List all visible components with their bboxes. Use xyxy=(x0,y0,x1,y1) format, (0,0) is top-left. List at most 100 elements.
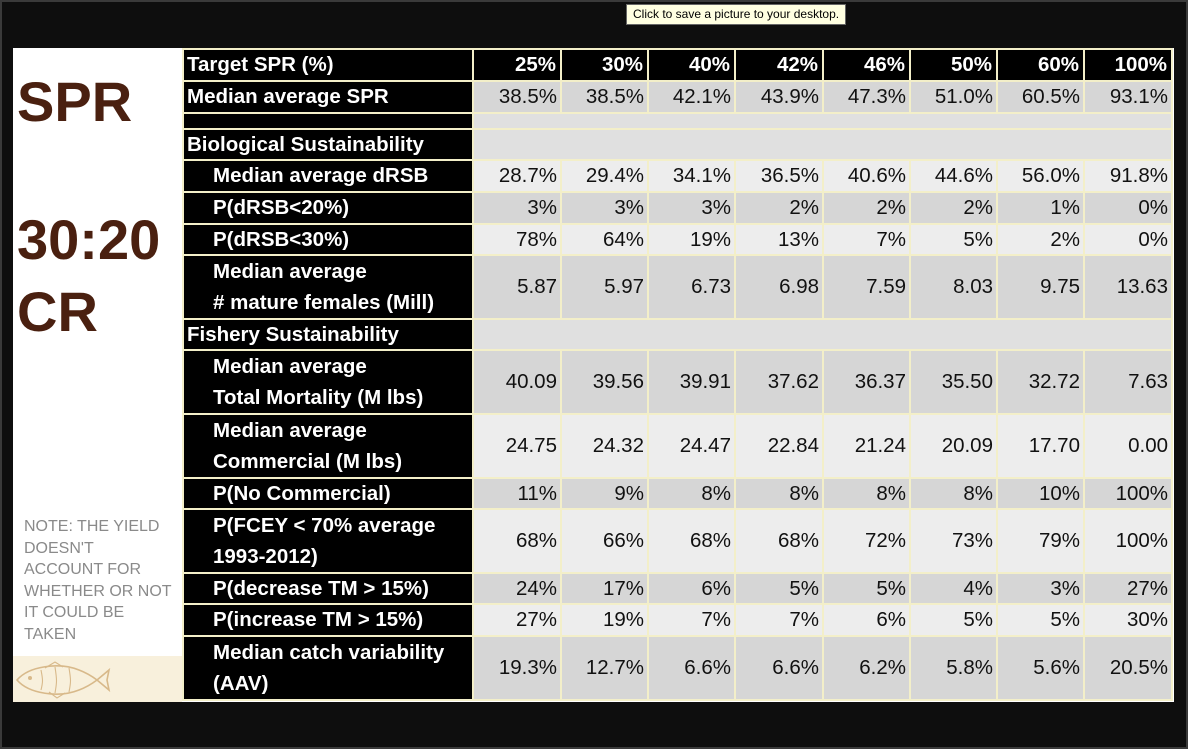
table-cell: 72% xyxy=(822,508,911,574)
table-cell: 3% xyxy=(996,572,1085,605)
table-cell: 68% xyxy=(647,508,736,574)
table-cell: 9% xyxy=(560,477,649,510)
table-cell: 35.50 xyxy=(909,349,998,415)
table-cell: 6.73 xyxy=(647,254,736,320)
table-cell: 2% xyxy=(734,191,824,225)
table-cell: 42.1% xyxy=(647,80,736,114)
table-cell: 5.6% xyxy=(996,635,1085,701)
table-cell: 68% xyxy=(734,508,824,574)
table-cell: 2% xyxy=(996,223,1085,256)
table-cell: 5% xyxy=(996,603,1085,637)
table-cell: 7% xyxy=(822,223,911,256)
table-cell: 38.5% xyxy=(560,80,649,114)
table-cell: 7.63 xyxy=(1083,349,1173,415)
table-cell: 29.4% xyxy=(560,159,649,193)
table-cell: 5.8% xyxy=(909,635,998,701)
table-cell: 40.6% xyxy=(822,159,911,193)
row-label: P(dRSB<30%) xyxy=(182,223,474,256)
table-cell: 93.1% xyxy=(1083,80,1173,114)
table-cell: 6.98 xyxy=(734,254,824,320)
table-row: Median average SPR 38.5% 38.5% 42.1% 43.… xyxy=(182,80,1173,114)
row-label: Median average SPR xyxy=(182,80,474,114)
row-label: Median catch variability (AAV) xyxy=(182,635,474,701)
table-cell: 37.62 xyxy=(734,349,824,415)
target-header: 42% xyxy=(734,48,824,82)
table-cell: 7.59 xyxy=(822,254,911,320)
logo-band xyxy=(13,656,182,702)
row-label: P(decrease TM > 15%) xyxy=(182,572,474,605)
spacer-label xyxy=(182,112,474,130)
table-cell: 3% xyxy=(472,191,562,225)
table-cell: 73% xyxy=(909,508,998,574)
target-spr-label: Target SPR (%) xyxy=(182,48,474,82)
target-header: 46% xyxy=(822,48,911,82)
table-cell: 0.00 xyxy=(1083,413,1173,479)
table-row: Median average dRSB 28.7% 29.4% 34.1% 36… xyxy=(182,159,1173,193)
table-cell: 40.09 xyxy=(472,349,562,415)
table-header-row: Target SPR (%) 25% 30% 40% 42% 46% 50% 6… xyxy=(182,48,1173,82)
row-label-line1: Median average xyxy=(213,355,367,378)
ratio-heading: 30:20 xyxy=(17,208,161,271)
table-cell: 6.2% xyxy=(822,635,911,701)
table-row: Median average Total Mortality (M lbs) 40… xyxy=(182,349,1173,415)
row-label: P(FCEY < 70% average 1993-2012) xyxy=(182,508,474,574)
table-cell: 30% xyxy=(1083,603,1173,637)
table-cell: 2% xyxy=(822,191,911,225)
table-row: P(decrease TM > 15%) 24% 17% 6% 5% 5% 4%… xyxy=(182,572,1173,605)
table-cell: 13.63 xyxy=(1083,254,1173,320)
table-cell: 60.5% xyxy=(996,80,1085,114)
table-cell: 27% xyxy=(1083,572,1173,605)
table-cell: 5% xyxy=(909,223,998,256)
cr-heading: CR xyxy=(17,280,98,343)
table-cell: 22.84 xyxy=(734,413,824,479)
row-label-line2: 1993-2012) xyxy=(213,545,318,568)
row-label-line1: Median catch variability xyxy=(213,641,445,664)
spr-results-table: Target SPR (%) 25% 30% 40% 42% 46% 50% 6… xyxy=(182,48,1173,701)
table-cell: 3% xyxy=(647,191,736,225)
table-cell: 24.47 xyxy=(647,413,736,479)
table-cell: 36.37 xyxy=(822,349,911,415)
table-cell: 78% xyxy=(472,223,562,256)
slide: SPR 30:20 CR NOTE: THE YIELD DOESN'T ACC… xyxy=(13,48,1174,702)
table-cell: 91.8% xyxy=(1083,159,1173,193)
table-cell: 20.09 xyxy=(909,413,998,479)
table-cell: 0% xyxy=(1083,223,1173,256)
table-cell: 19.3% xyxy=(472,635,562,701)
table-cell: 28.7% xyxy=(472,159,562,193)
target-header: 25% xyxy=(472,48,562,82)
table-cell: 56.0% xyxy=(996,159,1085,193)
table-row: P(FCEY < 70% average 1993-2012) 68% 66% 6… xyxy=(182,508,1173,574)
section-row: Fishery Sustainability xyxy=(182,318,1173,351)
target-header: 40% xyxy=(647,48,736,82)
row-label: Median average Commercial (M lbs) xyxy=(182,413,474,479)
table-cell: 24% xyxy=(472,572,562,605)
table-cell: 7% xyxy=(734,603,824,637)
row-label-line1: Median average xyxy=(213,260,367,283)
table-cell: 5% xyxy=(822,572,911,605)
table-cell: 5.87 xyxy=(472,254,562,320)
table-cell: 5.97 xyxy=(560,254,649,320)
section-label-biological: Biological Sustainability xyxy=(182,128,474,161)
table-cell: 8% xyxy=(822,477,911,510)
table-cell: 12.7% xyxy=(560,635,649,701)
table-cell: 24.75 xyxy=(472,413,562,479)
section-label-fishery: Fishery Sustainability xyxy=(182,318,474,351)
table-cell: 32.72 xyxy=(996,349,1085,415)
fish-logo-icon xyxy=(15,661,111,699)
table-cell: 8.03 xyxy=(909,254,998,320)
table-cell: 17.70 xyxy=(996,413,1085,479)
table-cell: 8% xyxy=(647,477,736,510)
table-cell: 11% xyxy=(472,477,562,510)
table-cell: 66% xyxy=(560,508,649,574)
row-label: P(No Commercial) xyxy=(182,477,474,510)
table-cell: 24.32 xyxy=(560,413,649,479)
table-cell: 0% xyxy=(1083,191,1173,225)
row-label: P(dRSB<20%) xyxy=(182,191,474,225)
table-cell: 79% xyxy=(996,508,1085,574)
table-cell: 2% xyxy=(909,191,998,225)
table-cell: 8% xyxy=(734,477,824,510)
section-blank xyxy=(472,128,1173,161)
row-label-line2: (AAV) xyxy=(213,672,269,695)
row-label: Median average Total Mortality (M lbs) xyxy=(182,349,474,415)
